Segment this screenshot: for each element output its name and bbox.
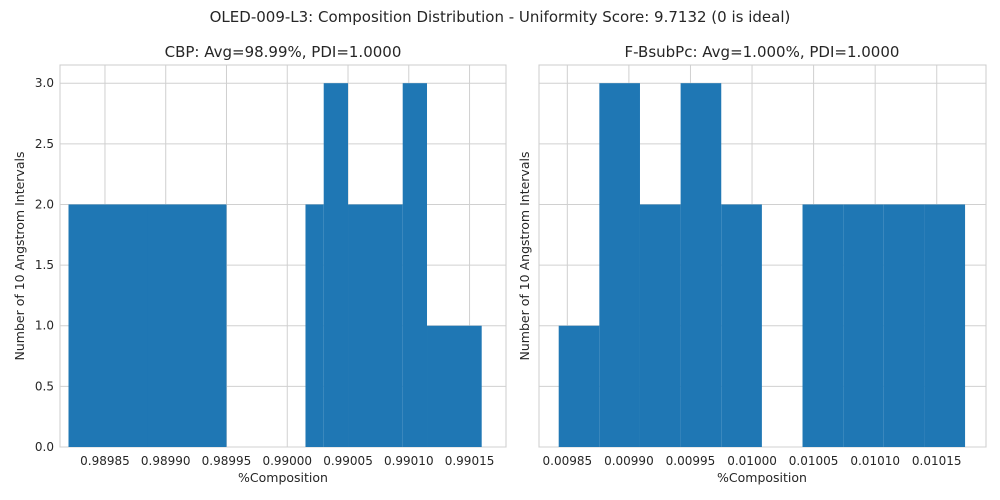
cbp-ytick-label: 0.5 <box>35 379 54 393</box>
fbsubpc-histogram-bar <box>843 204 884 447</box>
cbp-xtick-label: 0.99000 <box>262 454 312 468</box>
fbsubpc-xtick-label: 0.01010 <box>850 454 900 468</box>
fbsubpc-histogram-bar <box>558 325 600 447</box>
fbsubpc-histogram-bar <box>721 204 762 447</box>
cbp-xtick-label: 0.98985 <box>80 454 130 468</box>
fbsubpc-histogram-bar <box>883 204 925 447</box>
cbp-histogram-bar <box>348 204 403 447</box>
cbp-ytick-label: 1.5 <box>35 258 54 272</box>
cbp-histogram-bar <box>68 204 148 447</box>
cbp-histogram-bar <box>305 204 324 447</box>
fbsubpc-histogram-bar <box>802 204 844 447</box>
fbsubpc-histogram-bar <box>639 204 681 447</box>
panel-cbp-xlabel: %Composition <box>238 470 328 485</box>
panel-cbp-title: CBP: Avg=98.99%, PDI=1.0000 <box>165 43 402 61</box>
panel-fbsubpc-title: F-BsubPc: Avg=1.000%, PDI=1.0000 <box>625 43 900 61</box>
figure-suptitle: OLED-009-L3: Composition Distribution - … <box>210 8 791 26</box>
fbsubpc-histogram-bar <box>924 204 966 447</box>
cbp-xtick-label: 0.98990 <box>141 454 191 468</box>
cbp-histogram-bar <box>323 83 349 447</box>
cbp-histogram-bar <box>147 204 227 447</box>
fbsubpc-xtick-label: 0.01005 <box>789 454 839 468</box>
panel-cbp-plot: 0.98985 0.98990 0.98995 0.99000 0.99005 0.990… <box>35 64 507 468</box>
cbp-histogram-bar <box>402 83 428 447</box>
panel-fbsubpc-ylabel: Number of 10 Angstrom Intervals <box>517 152 532 361</box>
cbp-xtick-label: 0.99010 <box>384 454 434 468</box>
cbp-ytick-label: 0.0 <box>35 440 54 454</box>
fbsubpc-histogram-bar <box>680 83 722 447</box>
fbsubpc-xtick-label: 0.00990 <box>604 454 654 468</box>
cbp-ytick-label: 3.0 <box>35 76 54 90</box>
panel-cbp: CBP: Avg=98.99%, PDI=1.0000 0.98985 0.989… <box>12 43 507 485</box>
fbsubpc-xtick-label: 0.01015 <box>912 454 962 468</box>
panel-fbsubpc: F-BsubPc: Avg=1.000%, PDI=1.0000 0.00985… <box>517 43 987 485</box>
cbp-ytick-label: 1.0 <box>35 319 54 333</box>
fbsubpc-histogram-bar <box>599 83 640 447</box>
cbp-xtick-label: 0.98995 <box>202 454 252 468</box>
cbp-histogram-bar <box>427 325 482 447</box>
fbsubpc-xtick-label: 0.01000 <box>727 454 777 468</box>
cbp-xtick-label: 0.99005 <box>323 454 373 468</box>
cbp-xtick-label: 0.99015 <box>445 454 495 468</box>
panel-fbsubpc-plot: 0.00985 0.00990 0.00995 0.01000 0.01005 0.010… <box>538 64 987 468</box>
panel-cbp-ylabel: Number of 10 Angstrom Intervals <box>12 152 27 361</box>
fbsubpc-xtick-label: 0.00995 <box>666 454 716 468</box>
cbp-ytick-label: 2.0 <box>35 197 54 211</box>
cbp-ytick-label: 2.5 <box>35 137 54 151</box>
panel-fbsubpc-xlabel: %Composition <box>717 470 807 485</box>
fbsubpc-xtick-label: 0.00985 <box>543 454 593 468</box>
